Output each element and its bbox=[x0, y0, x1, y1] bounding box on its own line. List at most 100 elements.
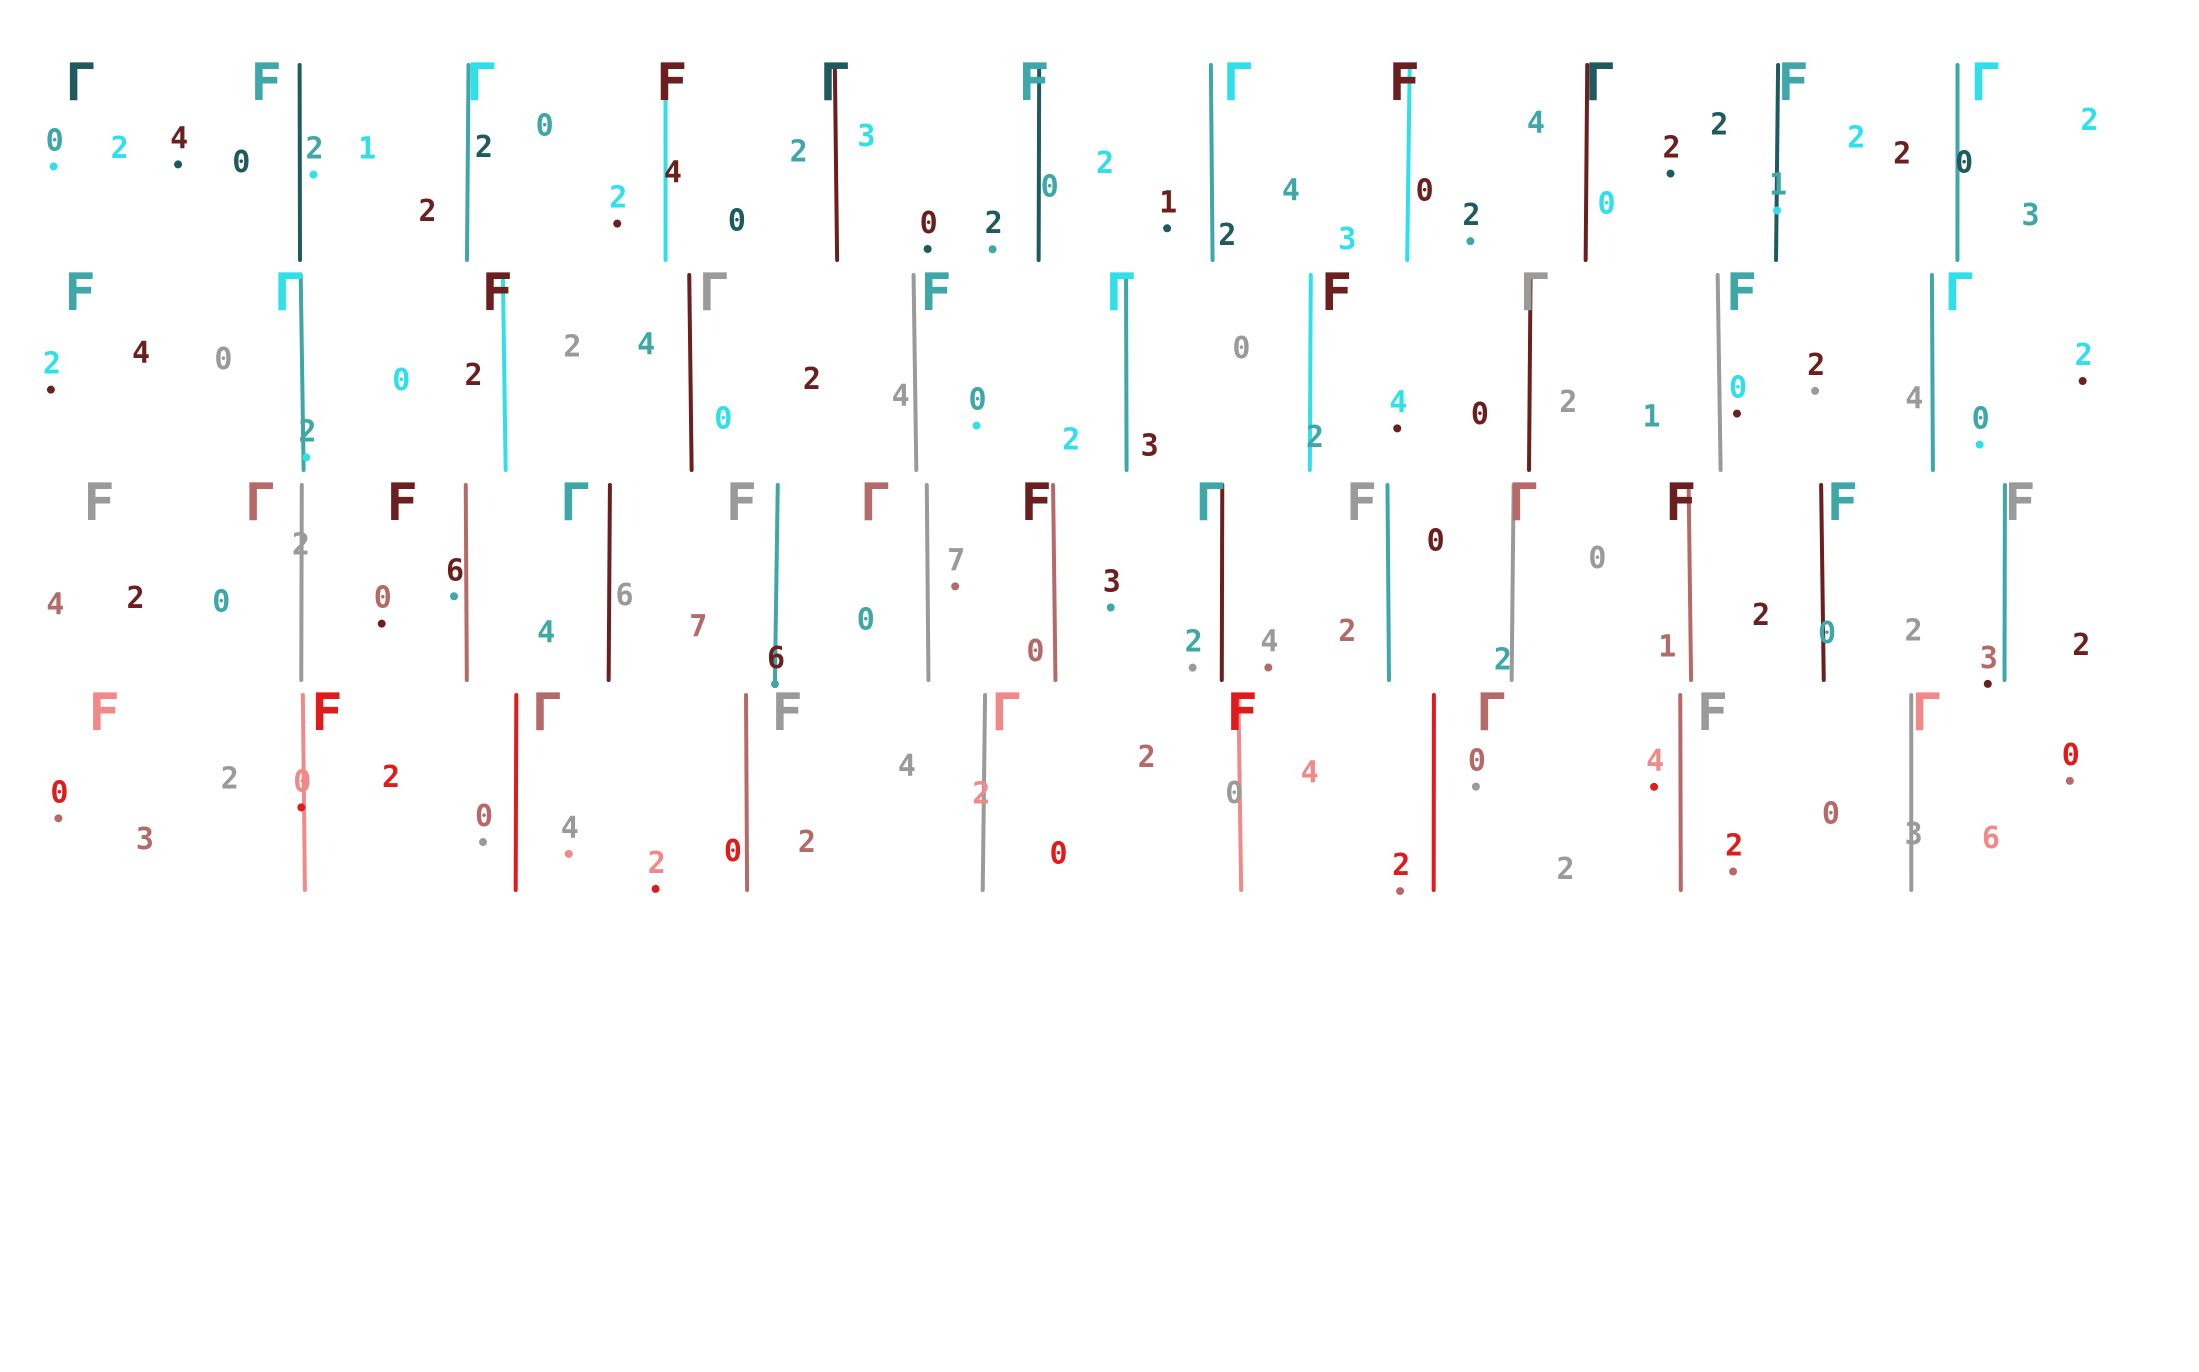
bar-line bbox=[1509, 483, 1516, 682]
digit-glyph: 0 bbox=[1822, 796, 1840, 831]
digit-glyph: 0 bbox=[1416, 173, 1434, 208]
bar-line bbox=[300, 693, 307, 892]
digit-glyph: 2 bbox=[1904, 613, 1922, 648]
bar-line bbox=[1686, 483, 1694, 682]
digit-glyph: 2 bbox=[803, 362, 821, 397]
digit-glyph: 2 bbox=[1725, 829, 1743, 864]
digit-glyph: 4 bbox=[132, 336, 150, 371]
digit-glyph: 2 bbox=[1306, 420, 1324, 455]
digit-glyph: 4 bbox=[1905, 382, 1923, 417]
header-mark: Γ bbox=[699, 263, 730, 323]
header-mark: Γ bbox=[991, 683, 1022, 743]
bar-line bbox=[299, 483, 304, 682]
dot-mark bbox=[1729, 867, 1738, 876]
digit-glyph: 4 bbox=[1260, 625, 1278, 660]
header-mark: F bbox=[1726, 263, 1757, 323]
digit-glyph: 0 bbox=[1729, 371, 1747, 406]
digit-glyph: 0 bbox=[214, 342, 232, 377]
digit-glyph: 0 bbox=[1818, 616, 1836, 651]
digit-glyph: 1 bbox=[1769, 167, 1787, 202]
digit-glyph: 7 bbox=[689, 610, 707, 645]
digit-glyph: 4 bbox=[1389, 385, 1407, 420]
digit-glyph: 2 bbox=[1752, 598, 1770, 633]
header-mark: Γ bbox=[532, 683, 563, 743]
header-mark: Γ bbox=[1970, 53, 2001, 113]
header-mark: F bbox=[726, 473, 757, 533]
dot-mark bbox=[1650, 782, 1659, 791]
header-mark: F bbox=[64, 263, 95, 323]
digit-glyph: 3 bbox=[1141, 429, 1159, 464]
digit-glyph: 6 bbox=[446, 553, 464, 588]
digit-glyph: 6 bbox=[615, 578, 633, 613]
header-mark: F bbox=[1226, 683, 1257, 743]
dot-mark bbox=[1264, 663, 1273, 672]
digit-glyph: 7 bbox=[947, 543, 965, 578]
dot-mark bbox=[450, 592, 459, 601]
bar-line bbox=[1208, 63, 1215, 262]
digit-glyph: 0 bbox=[475, 799, 493, 834]
digit-glyph: 0 bbox=[1468, 744, 1486, 779]
bar-line bbox=[1307, 273, 1313, 472]
digit-glyph: 4 bbox=[537, 616, 555, 651]
digit-glyph: 2 bbox=[1392, 848, 1410, 883]
digit-glyph: 2 bbox=[1559, 385, 1577, 420]
dot-mark bbox=[46, 385, 55, 394]
digit-glyph: 2 bbox=[475, 130, 493, 165]
bar-line bbox=[1124, 273, 1129, 472]
digit-glyph: 0 bbox=[536, 109, 554, 144]
digit-glyph: 2 bbox=[2072, 628, 2090, 663]
dot-mark bbox=[1466, 237, 1475, 246]
digit-glyph: 0 bbox=[392, 363, 410, 398]
bar-line bbox=[298, 273, 306, 472]
notation-row-2: F Γ F Γ F Γ F Γ F Γ 2 4 0 2 0 2 2 4 0 2 4 0 2 3 0 2 4 0 2 1 0 2 4 0 2 bbox=[43, 263, 2093, 472]
bar-line bbox=[463, 483, 469, 682]
digit-glyph: 4 bbox=[1646, 744, 1664, 779]
digit-glyph: 2 bbox=[1185, 625, 1203, 660]
digit-glyph: 1 bbox=[1642, 400, 1660, 435]
header-mark: F bbox=[1827, 473, 1858, 533]
digit-glyph: 0 bbox=[857, 602, 875, 637]
digit-glyph: 2 bbox=[418, 194, 436, 229]
digit-glyph: 6 bbox=[767, 641, 785, 676]
dot-mark bbox=[770, 680, 779, 689]
header-mark: Γ bbox=[1944, 263, 1975, 323]
digit-glyph: 2 bbox=[985, 206, 1003, 241]
dot-mark bbox=[174, 160, 183, 169]
dot-mark bbox=[1106, 603, 1115, 612]
bar-line bbox=[924, 483, 931, 682]
digit-glyph: 0 bbox=[1471, 397, 1489, 432]
digit-glyph: 2 bbox=[648, 846, 666, 881]
dot-mark bbox=[564, 849, 573, 858]
digit-glyph: 3 bbox=[2021, 198, 2039, 233]
digit-glyph: 4 bbox=[898, 749, 916, 784]
dot-mark bbox=[923, 245, 932, 254]
digit-glyph: 4 bbox=[1527, 106, 1545, 141]
bar-line bbox=[1774, 63, 1781, 262]
bar-line bbox=[687, 273, 694, 472]
digit-glyph: 0 bbox=[2062, 738, 2080, 773]
header-mark: Γ bbox=[1585, 53, 1616, 113]
digit-glyph: 0 bbox=[1232, 331, 1250, 366]
digit-glyph: 2 bbox=[609, 181, 627, 216]
digit-glyph: 2 bbox=[1462, 198, 1480, 233]
digit-glyph: 4 bbox=[1282, 173, 1300, 208]
header-mark: F bbox=[482, 263, 513, 323]
digit-glyph: 3 bbox=[1338, 222, 1356, 257]
dot-mark bbox=[1811, 386, 1820, 395]
bar-line bbox=[1385, 483, 1391, 682]
header-mark: Γ bbox=[1519, 263, 1550, 323]
header-mark: F bbox=[2004, 473, 2035, 533]
header-mark: F bbox=[1665, 473, 1696, 533]
header-mark: Γ bbox=[560, 473, 591, 533]
header-mark: Γ bbox=[1911, 683, 1942, 743]
digit-glyph: 0 bbox=[724, 834, 742, 869]
bar-line bbox=[464, 63, 471, 262]
digit-glyph: 0 bbox=[293, 764, 311, 799]
digit-glyph: 2 bbox=[1893, 137, 1911, 172]
digit-glyph: 4 bbox=[46, 587, 64, 622]
header-mark: F bbox=[1346, 473, 1377, 533]
bar-line bbox=[1036, 63, 1042, 262]
digit-glyph: 0 bbox=[728, 204, 746, 239]
